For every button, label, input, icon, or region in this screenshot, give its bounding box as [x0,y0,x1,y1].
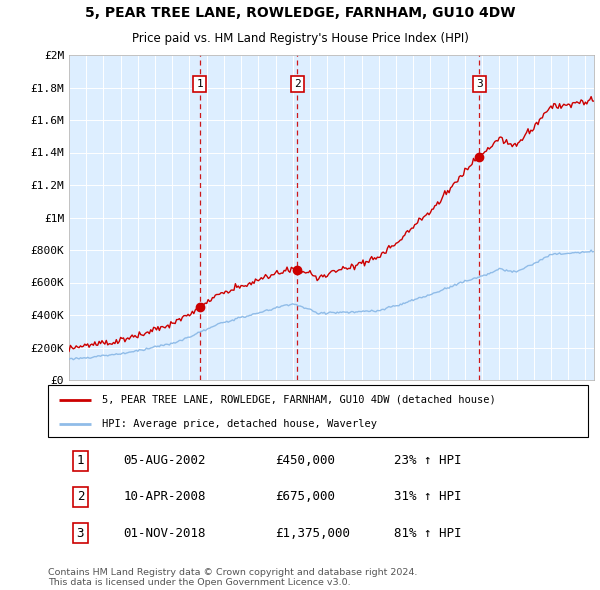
Text: 1: 1 [196,79,203,89]
Text: 05-AUG-2002: 05-AUG-2002 [124,454,206,467]
Text: HPI: Average price, detached house, Waverley: HPI: Average price, detached house, Wave… [102,419,377,429]
Text: 10-APR-2008: 10-APR-2008 [124,490,206,503]
Text: 3: 3 [77,527,84,540]
Text: 81% ↑ HPI: 81% ↑ HPI [394,527,461,540]
FancyBboxPatch shape [48,385,588,437]
Text: 1: 1 [77,454,84,467]
Text: £1,375,000: £1,375,000 [275,527,350,540]
Text: Price paid vs. HM Land Registry's House Price Index (HPI): Price paid vs. HM Land Registry's House … [131,32,469,45]
Text: £675,000: £675,000 [275,490,335,503]
Text: 31% ↑ HPI: 31% ↑ HPI [394,490,461,503]
Text: 5, PEAR TREE LANE, ROWLEDGE, FARNHAM, GU10 4DW: 5, PEAR TREE LANE, ROWLEDGE, FARNHAM, GU… [85,6,515,20]
Text: Contains HM Land Registry data © Crown copyright and database right 2024.
This d: Contains HM Land Registry data © Crown c… [48,568,418,587]
Text: 5, PEAR TREE LANE, ROWLEDGE, FARNHAM, GU10 4DW (detached house): 5, PEAR TREE LANE, ROWLEDGE, FARNHAM, GU… [102,395,496,405]
Text: 2: 2 [77,490,84,503]
Text: £450,000: £450,000 [275,454,335,467]
Text: 2: 2 [294,79,301,89]
Text: 23% ↑ HPI: 23% ↑ HPI [394,454,461,467]
Text: 3: 3 [476,79,483,89]
Text: 01-NOV-2018: 01-NOV-2018 [124,527,206,540]
